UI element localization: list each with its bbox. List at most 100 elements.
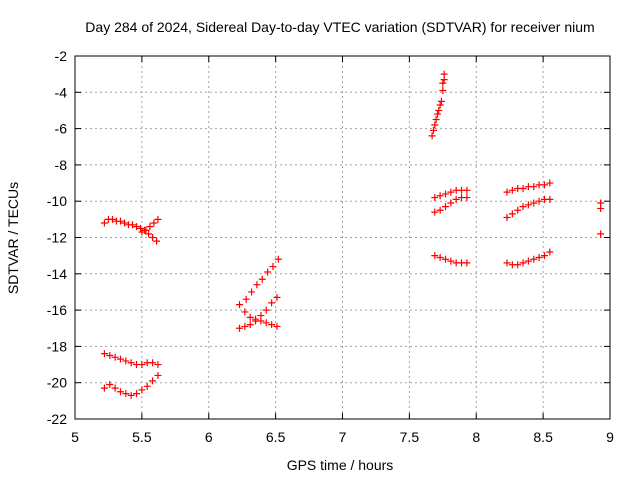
data-point xyxy=(439,79,447,87)
data-point xyxy=(154,361,162,369)
data-point xyxy=(546,179,554,187)
data-point xyxy=(129,221,137,229)
data-point xyxy=(519,259,527,267)
data-point xyxy=(100,384,108,392)
data-point xyxy=(535,197,543,205)
data-point xyxy=(524,257,532,265)
x-tick-label: 7 xyxy=(339,429,347,445)
data-point xyxy=(246,313,254,321)
data-point xyxy=(440,70,448,78)
data-point xyxy=(429,126,437,134)
data-point xyxy=(514,206,522,214)
data-point xyxy=(431,194,439,202)
x-axis-label: GPS time / hours xyxy=(287,457,394,473)
data-point xyxy=(108,215,116,223)
data-point xyxy=(503,259,511,267)
data-point xyxy=(246,321,254,329)
y-tick-label: -4 xyxy=(55,84,68,100)
data-point xyxy=(503,188,511,196)
x-tick-label: 9 xyxy=(606,429,614,445)
data-point xyxy=(268,321,276,329)
data-point xyxy=(133,390,141,398)
data-point xyxy=(154,215,162,223)
y-tick-label: -8 xyxy=(55,157,68,173)
data-point xyxy=(106,351,114,359)
data-point xyxy=(264,268,272,276)
data-point xyxy=(530,255,538,263)
data-point xyxy=(248,288,256,296)
data-point xyxy=(116,217,124,225)
data-point xyxy=(111,353,119,361)
data-point xyxy=(236,324,244,332)
data-point xyxy=(120,219,128,227)
data-point xyxy=(236,301,244,309)
y-axis-label: SDTVAR / TECUs xyxy=(5,182,21,294)
data-point xyxy=(111,384,119,392)
data-point xyxy=(433,110,441,118)
x-tick-label: 5 xyxy=(71,429,79,445)
y-tick-label: -2 xyxy=(55,48,68,64)
data-point xyxy=(428,132,436,140)
y-tick-label: -12 xyxy=(47,230,67,246)
data-point xyxy=(441,203,449,211)
x-tick-label: 6.5 xyxy=(266,429,286,445)
data-point xyxy=(133,223,141,231)
y-tick-label: -22 xyxy=(47,411,67,427)
data-point xyxy=(524,201,532,209)
data-point xyxy=(262,319,270,327)
data-point xyxy=(268,299,276,307)
data-point xyxy=(273,322,281,330)
data-point xyxy=(597,230,605,238)
data-point xyxy=(142,226,150,234)
data-point xyxy=(447,199,455,207)
data-point xyxy=(116,388,124,396)
grid-lines xyxy=(75,56,610,419)
data-point xyxy=(431,121,439,129)
data-point xyxy=(436,101,444,109)
data-point xyxy=(452,195,460,203)
y-tick-label: -16 xyxy=(47,302,67,318)
data-point xyxy=(535,253,543,261)
data-point xyxy=(447,257,455,265)
data-point xyxy=(106,381,114,389)
data-point xyxy=(242,295,250,303)
data-point xyxy=(441,255,449,263)
data-point xyxy=(463,194,471,202)
y-tick-label: -6 xyxy=(55,121,68,137)
data-point xyxy=(252,315,260,323)
data-point xyxy=(138,386,146,394)
data-point xyxy=(447,188,455,196)
chart-title: Day 284 of 2024, Sidereal Day-to-day VTE… xyxy=(85,19,594,35)
data-point xyxy=(146,223,154,231)
axis-ticks: 5 5.5 6 6.5 7 7.5 8 8.5 9 -2 -4 -6 -8 -10 -12 -14 -16 -18… xyxy=(47,48,614,445)
data-point xyxy=(508,210,516,218)
data-point xyxy=(127,359,135,367)
y-tick-label: -18 xyxy=(47,338,67,354)
data-point xyxy=(546,248,554,256)
data-point xyxy=(149,359,157,367)
data-point xyxy=(100,219,108,227)
data-point xyxy=(257,317,265,325)
data-point xyxy=(514,261,522,269)
data-point xyxy=(127,391,135,399)
data-point xyxy=(441,190,449,198)
y-tick-label: -14 xyxy=(47,266,67,282)
data-point xyxy=(463,186,471,194)
x-tick-label: 8 xyxy=(472,429,480,445)
data-point xyxy=(241,308,249,316)
x-tick-label: 7.5 xyxy=(400,429,420,445)
data-point xyxy=(435,106,443,114)
data-point xyxy=(149,377,157,385)
data-point xyxy=(437,97,445,105)
data-point xyxy=(503,214,511,222)
data-point xyxy=(540,252,548,260)
data-point xyxy=(138,228,146,236)
data-point xyxy=(122,357,130,365)
data-point xyxy=(508,186,516,194)
data-point xyxy=(100,350,108,358)
data-point xyxy=(274,255,282,263)
data-point xyxy=(138,361,146,369)
data-point xyxy=(431,252,439,260)
x-tick-label: 8.5 xyxy=(533,429,553,445)
data-point xyxy=(436,192,444,200)
